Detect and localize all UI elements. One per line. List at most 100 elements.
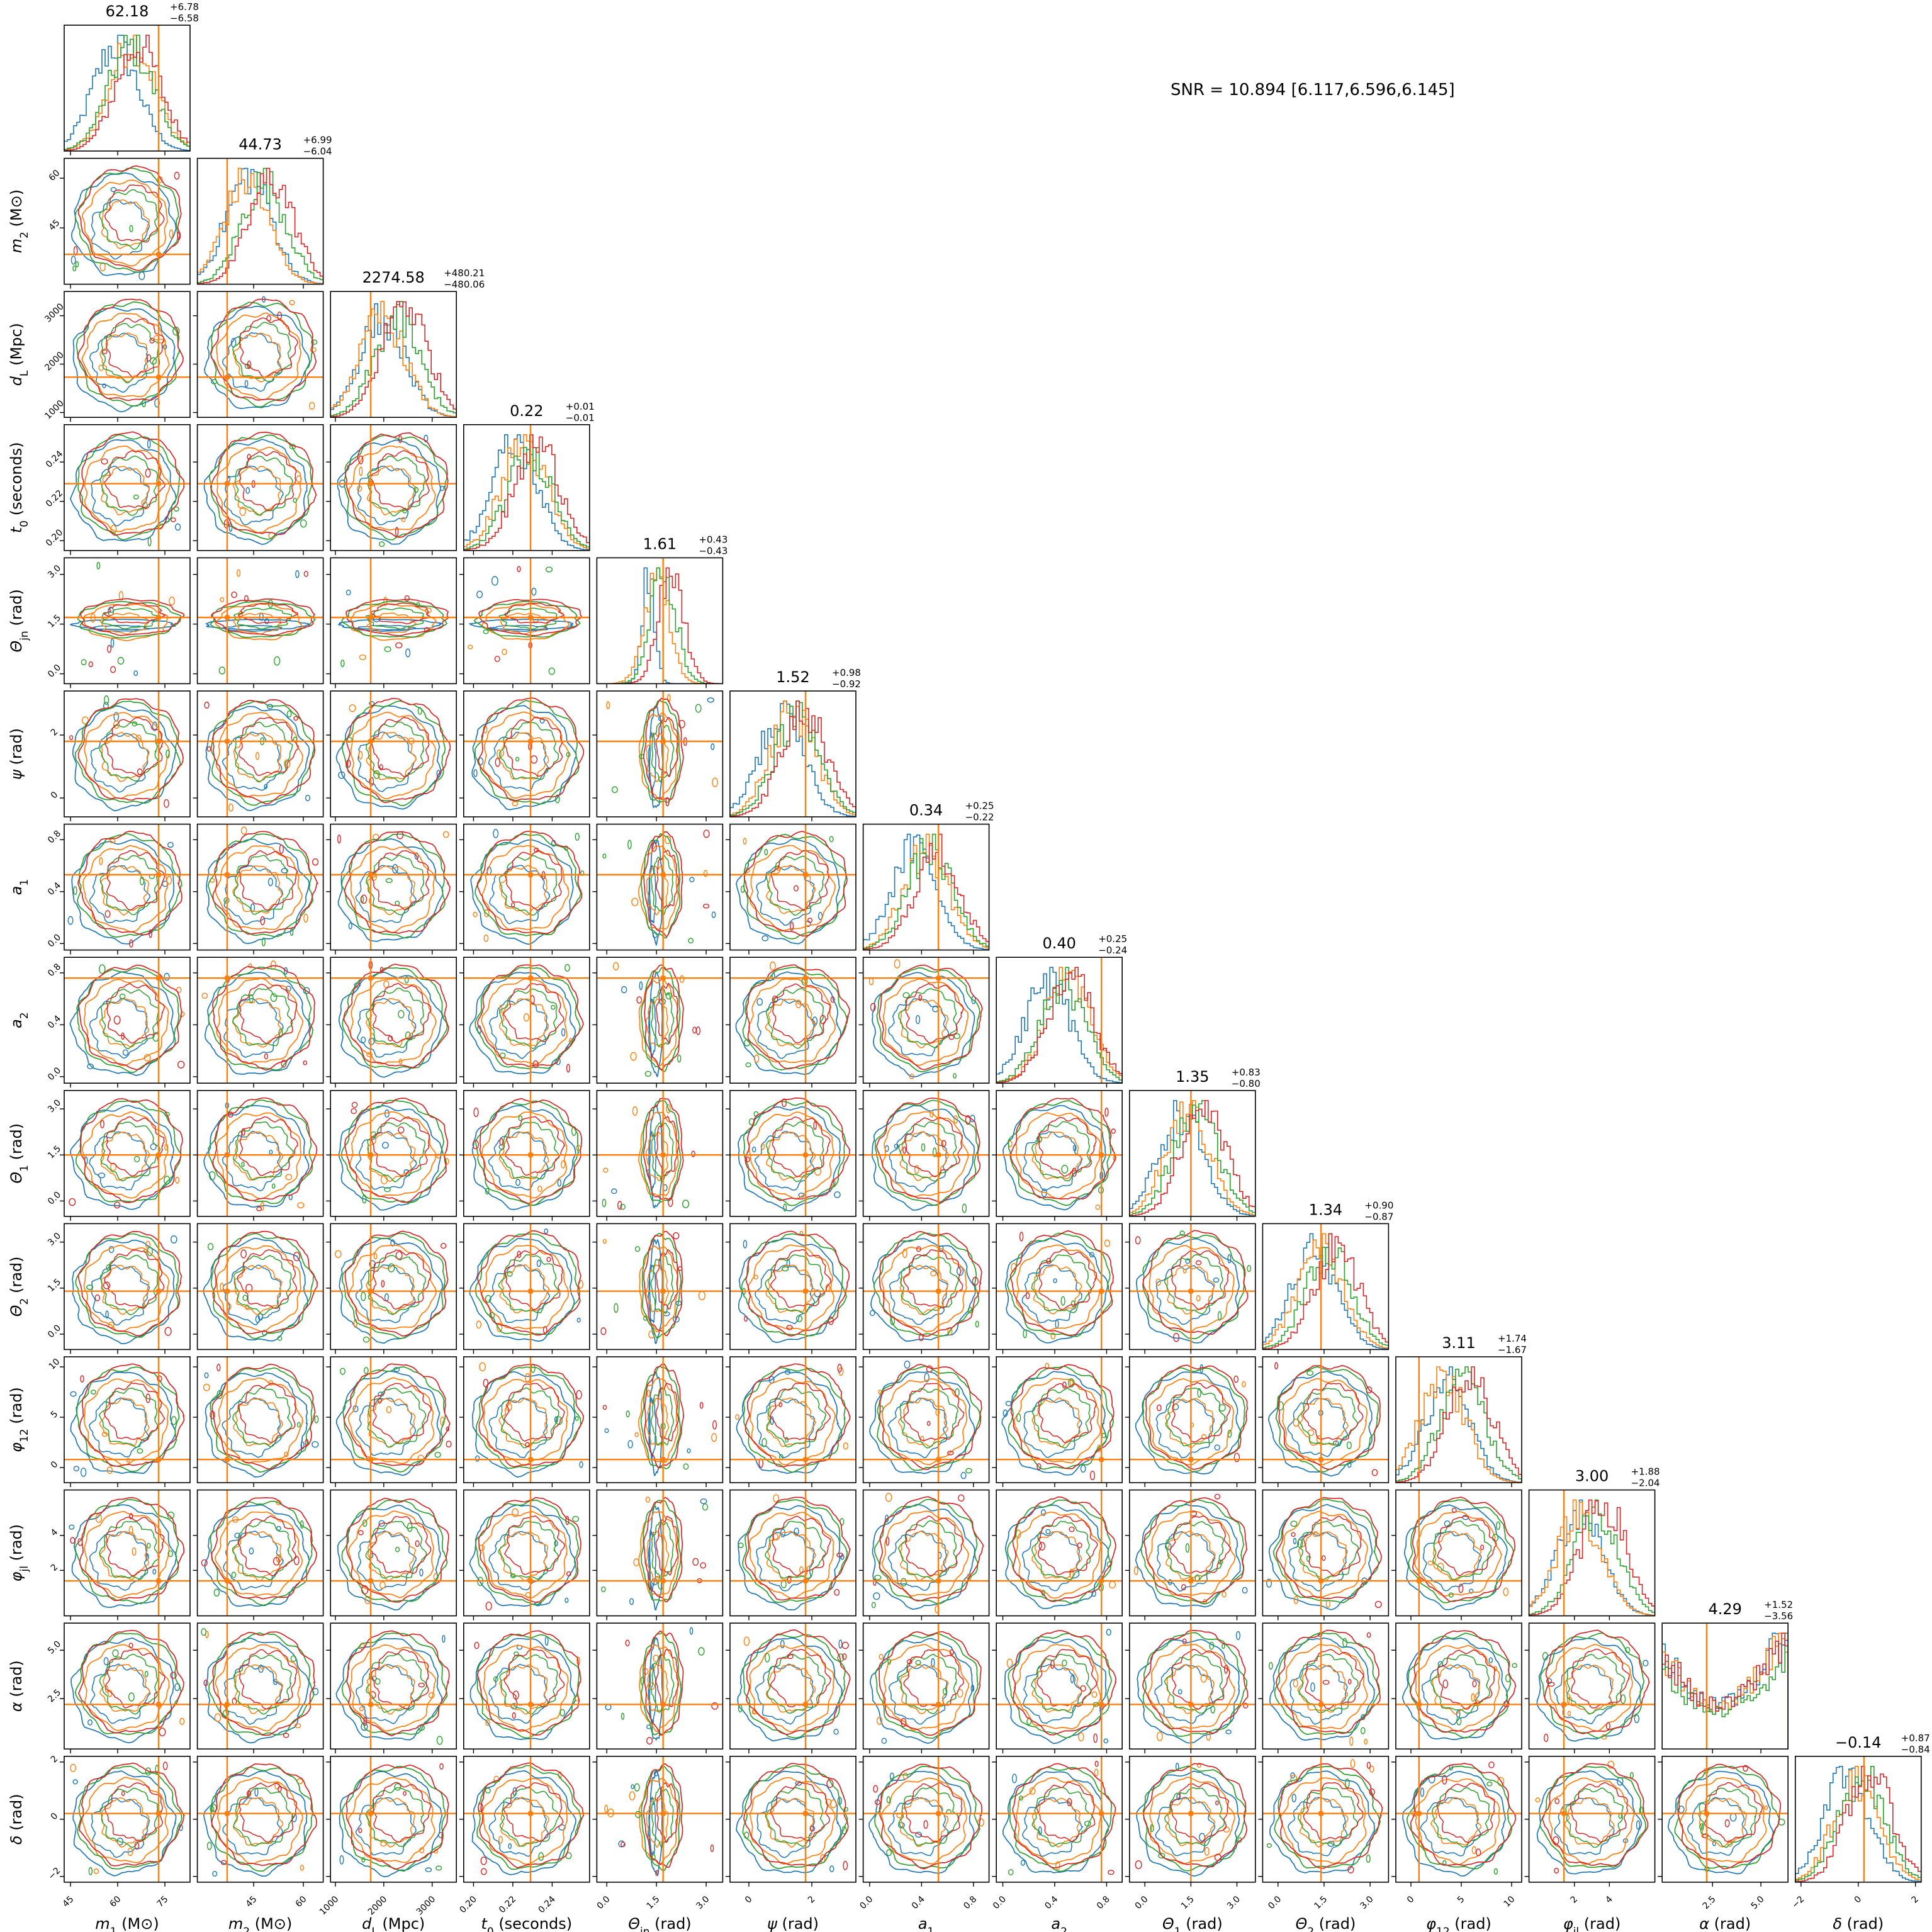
- y-tick-label: 3.0: [46, 1231, 63, 1248]
- hist-panel-9: 1.34 +0.90−0.87: [1262, 1199, 1393, 1354]
- x-axis-label-7: a2: [1051, 1915, 1067, 1932]
- contour-island: [227, 1111, 233, 1118]
- contour-island: [241, 1128, 245, 1136]
- contour-island: [478, 1803, 483, 1812]
- contour-island: [162, 1761, 168, 1770]
- contour-panel-10-8: [1125, 1356, 1256, 1487]
- contour-island: [889, 1772, 894, 1781]
- contour-island: [1347, 1866, 1354, 1873]
- contour-outer-3: [476, 830, 583, 935]
- contour-island: [1620, 1694, 1626, 1704]
- contour-island: [404, 976, 409, 984]
- contour-inner-2: [233, 1121, 294, 1181]
- contour-island: [874, 1575, 882, 1580]
- contour-island: [401, 517, 406, 522]
- contour-island: [1069, 1526, 1075, 1532]
- truth-point: [224, 1578, 230, 1584]
- hist-series-3: [730, 700, 856, 817]
- contour-inner-1: [498, 1398, 548, 1447]
- contour-inner-3: [770, 850, 829, 911]
- contour-island: [170, 1671, 177, 1679]
- x-tick-label: 2: [1910, 1894, 1921, 1906]
- truth-point: [1098, 1811, 1104, 1817]
- contour-panel-11-5: [726, 1489, 856, 1620]
- contour-island: [564, 1597, 569, 1603]
- panel-frame: [463, 1223, 590, 1351]
- contour-island: [1476, 1848, 1481, 1856]
- panel-frame: [64, 424, 191, 551]
- contour-island: [1233, 1375, 1239, 1383]
- contour-island: [909, 1074, 914, 1079]
- contour-island: [1011, 1773, 1017, 1783]
- x-tick-label: 45: [61, 1894, 76, 1909]
- contour-inner-1: [500, 1797, 549, 1847]
- contour-outer-2: [1408, 1499, 1515, 1603]
- contour-outer-2: [208, 1632, 315, 1736]
- contour-island: [171, 1416, 177, 1425]
- y-tick-label: 0.8: [46, 829, 63, 846]
- contour-island: [87, 1064, 94, 1069]
- truth-point: [155, 374, 162, 380]
- contour-island: [485, 1601, 492, 1611]
- contour-island: [515, 1179, 520, 1186]
- contour-island: [264, 783, 268, 789]
- contour-panel-11-4: [592, 1489, 724, 1620]
- contour-island: [381, 1280, 385, 1288]
- truth-point: [935, 975, 941, 981]
- contour-inner-3: [239, 1649, 298, 1710]
- contour-island: [128, 1643, 133, 1649]
- contour-island: [75, 261, 79, 267]
- contour-island: [646, 1390, 651, 1397]
- contour-island: [1025, 1292, 1030, 1300]
- contour-island: [405, 1031, 411, 1040]
- contour-panel-6-5: [726, 823, 856, 955]
- contour-inner-0: [1157, 1531, 1216, 1592]
- contour-outer-1: [349, 978, 437, 1065]
- contour-island: [424, 627, 430, 632]
- contour-outer-2: [742, 967, 848, 1070]
- contour-outer-3: [1410, 1630, 1517, 1733]
- contour-outer-0: [205, 705, 310, 811]
- contour-inner-2: [99, 1520, 160, 1580]
- contour-outer-1: [84, 712, 170, 799]
- contour-outer-2: [876, 967, 980, 1072]
- contour-outer-2: [742, 1499, 848, 1603]
- contour-island: [929, 1110, 934, 1118]
- contour-island: [707, 697, 714, 703]
- contour-outer-1: [83, 1244, 170, 1332]
- contour-inner-2: [99, 1254, 159, 1316]
- x-tick-label: 0.22: [497, 1894, 518, 1915]
- panel-frame: [463, 1356, 590, 1483]
- contour-outer-1: [481, 1511, 568, 1599]
- contour-island: [525, 1442, 530, 1447]
- y-axis-label-13: δ (rad): [8, 1794, 25, 1845]
- contour-island: [351, 1101, 358, 1108]
- contour-outer-3: [478, 1497, 581, 1603]
- contour-island: [335, 1250, 342, 1258]
- contour-outer-3: [476, 1630, 581, 1736]
- contour-outer-3: [343, 963, 449, 1069]
- contour-island: [1053, 1278, 1057, 1284]
- contour-island: [512, 1712, 516, 1719]
- hist-title-plus-4: +0.43: [699, 534, 727, 545]
- contour-island: [91, 1390, 96, 1395]
- contour-outer-2: [877, 1366, 981, 1471]
- contour-inner-0: [1687, 1797, 1748, 1856]
- panel-frame: [463, 1622, 590, 1749]
- panel-frame: [596, 957, 724, 1084]
- contour-island: [494, 656, 500, 662]
- contour-island: [260, 916, 266, 926]
- contour-island: [970, 1685, 975, 1692]
- contour-outer-0: [72, 1770, 177, 1877]
- contour-inner-3: [1171, 1250, 1230, 1310]
- contour-outer-0: [337, 1504, 441, 1611]
- contour-island: [1322, 1555, 1326, 1561]
- contour-island: [1488, 1657, 1493, 1663]
- contour-island: [770, 961, 776, 971]
- contour-outer-3: [346, 698, 451, 803]
- contour-island: [103, 1657, 109, 1666]
- hist-title-minus-0: −6.58: [170, 13, 199, 24]
- x-axis-label-1: m2 (M⊙): [228, 1915, 292, 1932]
- contour-inner-1: [233, 1398, 283, 1446]
- contour-inner-1: [366, 612, 417, 634]
